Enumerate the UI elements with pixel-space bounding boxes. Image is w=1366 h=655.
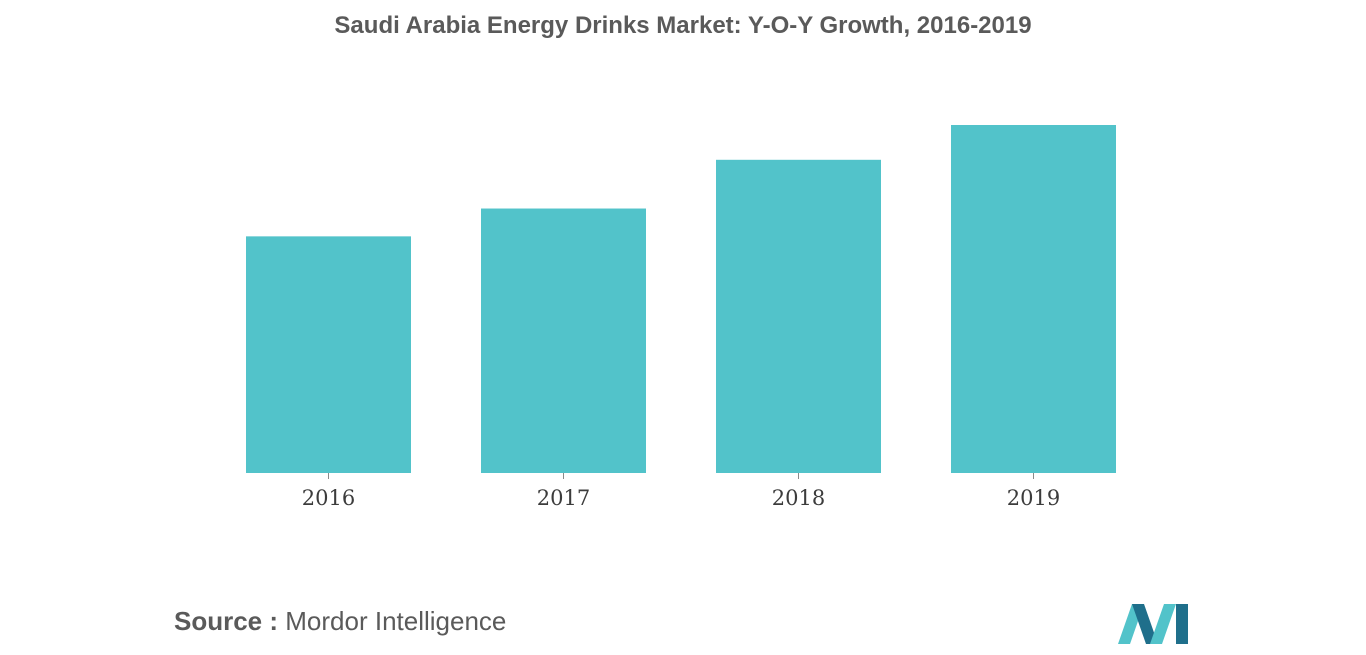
bars-group bbox=[246, 125, 1116, 474]
x-axis-labels: 2016 2017 2018 2019 bbox=[302, 486, 1060, 510]
bar-2016 bbox=[246, 236, 411, 473]
x-tick-label-2018: 2018 bbox=[772, 486, 825, 510]
x-tick-label-2016: 2016 bbox=[302, 486, 355, 510]
mordor-intelligence-logo-icon bbox=[1118, 604, 1188, 644]
bar-2019 bbox=[951, 125, 1116, 473]
x-tick-label-2019: 2019 bbox=[1007, 486, 1060, 510]
x-axis-ticks bbox=[328, 473, 1034, 479]
source-text: Mordor Intelligence bbox=[285, 606, 507, 636]
chart-title: Saudi Arabia Energy Drinks Market: Y-O-Y… bbox=[334, 12, 1032, 39]
bar-2017 bbox=[481, 208, 646, 473]
x-tick-label-2017: 2017 bbox=[537, 486, 590, 510]
bar-2018 bbox=[716, 159, 881, 474]
source-line: Source : Mordor Intelligence bbox=[174, 606, 506, 637]
source-label: Source : bbox=[174, 606, 279, 636]
